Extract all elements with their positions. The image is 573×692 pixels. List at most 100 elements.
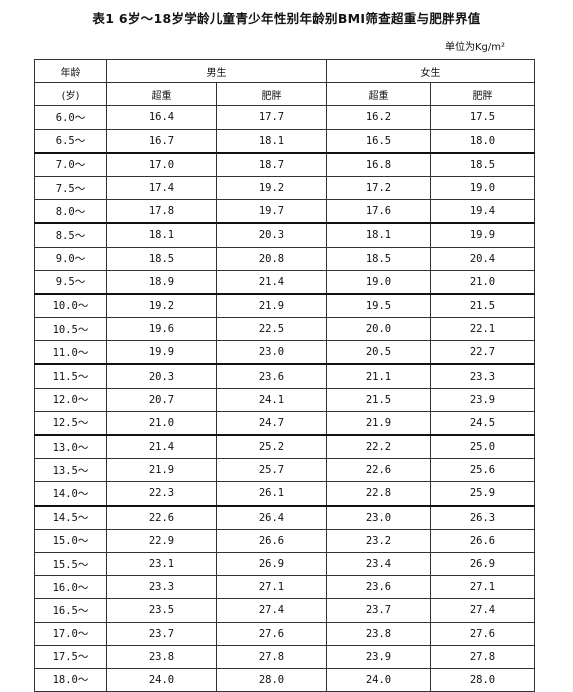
table-row: 14.5～ 22.6 26.4 23.0 26.3 — [34, 504, 535, 530]
unit-label: 单位为Kg/m² — [444, 42, 505, 53]
female-overweight-cell: 23.6 — [326, 575, 431, 600]
age-cell: 6.0～ — [34, 105, 107, 130]
table-title: 表1 6岁～18岁学龄儿童青少年性别年龄别BMI筛查超重与肥胖界值 — [92, 11, 481, 26]
age-cell: 18.0～ — [34, 667, 107, 692]
male-obese-cell: 17.7 — [216, 105, 327, 130]
female-obese-cell: 25.0 — [430, 434, 535, 460]
female-overweight-cell: 23.0 — [326, 504, 431, 530]
female-overweight-cell: 19.0 — [326, 269, 431, 295]
male-overweight-cell: 18.9 — [106, 269, 217, 295]
male-overweight-cell: 17.8 — [106, 199, 217, 224]
table-row: 16.0～ 23.3 27.1 23.6 27.1 — [34, 575, 535, 600]
male-obese-cell: 23.6 — [216, 363, 327, 389]
male-overweight-cell: 18.5 — [106, 246, 217, 271]
table-row: 11.5～ 20.3 23.6 21.1 23.3 — [34, 363, 535, 389]
male-overweight-cell: 23.1 — [106, 551, 217, 577]
female-overweight-cell: 24.0 — [326, 667, 431, 692]
age-cell: 13.0～ — [34, 434, 107, 460]
female-obese-cell: 19.0 — [430, 175, 535, 201]
male-obese-cell: 19.7 — [216, 199, 327, 224]
male-obese-cell: 25.7 — [216, 458, 327, 483]
female-obese-cell: 18.0 — [430, 128, 535, 154]
male-obese-cell: 21.4 — [216, 269, 327, 295]
male-overweight-cell: 21.9 — [106, 458, 217, 483]
female-overweight-cell: 18.5 — [326, 246, 431, 271]
female-obese-cell: 27.6 — [430, 621, 535, 646]
male-overweight-cell: 20.7 — [106, 387, 217, 412]
female-overweight-cell: 22.8 — [326, 481, 431, 507]
female-obese-cell: 25.6 — [430, 458, 535, 483]
male-obese-cell: 27.1 — [216, 575, 327, 600]
age-cell: 8.5～ — [34, 222, 107, 248]
female-overweight-cell: 23.4 — [326, 551, 431, 577]
header-row-1: 年龄 男生 女生 — [34, 58, 535, 84]
table-row: 13.0～ 21.4 25.2 22.2 25.0 — [34, 434, 535, 460]
female-obese-header: 肥胖 — [430, 82, 535, 107]
table-row: 13.5～ 21.9 25.7 22.6 25.6 — [34, 458, 535, 483]
male-overweight-cell: 16.7 — [106, 128, 217, 154]
male-overweight-cell: 22.3 — [106, 481, 217, 507]
header-row-2: (岁) 超重 肥胖 超重 肥胖 — [34, 82, 535, 107]
male-overweight-cell: 17.4 — [106, 175, 217, 201]
age-cell: 9.0～ — [34, 246, 107, 271]
female-obese-cell: 26.3 — [430, 504, 535, 530]
female-overweight-cell: 17.2 — [326, 175, 431, 201]
female-overweight-cell: 23.2 — [326, 528, 431, 553]
male-overweight-cell: 18.1 — [106, 222, 217, 248]
age-cell: 6.5～ — [34, 128, 107, 154]
female-obese-cell: 26.6 — [430, 528, 535, 553]
male-obese-cell: 25.2 — [216, 434, 327, 460]
male-obese-cell: 20.3 — [216, 222, 327, 248]
male-overweight-cell: 16.4 — [106, 105, 217, 130]
male-header: 男生 — [106, 58, 327, 84]
female-overweight-cell: 21.9 — [326, 410, 431, 436]
age-cell: 12.0～ — [34, 387, 107, 412]
table-row: 10.5～ 19.6 22.5 20.0 22.1 — [34, 317, 535, 342]
table-row: 12.5～ 21.0 24.7 21.9 24.5 — [34, 410, 535, 436]
age-cell: 9.5～ — [34, 269, 107, 295]
age-cell: 17.5～ — [34, 644, 107, 669]
table-row: 8.0～ 17.8 19.7 17.6 19.4 — [34, 199, 535, 224]
table-row: 16.5～ 23.5 27.4 23.7 27.4 — [34, 598, 535, 623]
age-cell: 10.0～ — [34, 292, 107, 319]
male-overweight-cell: 17.0 — [106, 151, 217, 177]
male-obese-cell: 26.1 — [216, 481, 327, 507]
table-row: 14.0～ 22.3 26.1 22.8 25.9 — [34, 481, 535, 507]
male-obese-cell: 26.6 — [216, 528, 327, 553]
female-overweight-cell: 19.5 — [326, 292, 431, 319]
table-row: 10.0～ 19.2 21.9 19.5 21.5 — [34, 292, 535, 319]
male-obese-cell: 27.6 — [216, 621, 327, 646]
male-overweight-cell: 22.9 — [106, 528, 217, 553]
bmi-table: 年龄 男生 女生 (岁) 超重 肥胖 超重 肥胖 6.0～ 16.4 17.7 16.… — [34, 58, 535, 692]
female-obese-cell: 19.4 — [430, 199, 535, 224]
female-overweight-cell: 18.1 — [326, 222, 431, 248]
male-overweight-cell: 19.9 — [106, 340, 217, 365]
age-unit-header: (岁) — [34, 82, 107, 107]
female-obese-cell: 19.9 — [430, 222, 535, 248]
age-cell: 10.5～ — [34, 317, 107, 342]
male-obese-cell: 18.7 — [216, 151, 327, 177]
female-obese-cell: 27.4 — [430, 598, 535, 623]
age-cell: 16.5～ — [34, 598, 107, 623]
age-cell: 15.0～ — [34, 528, 107, 553]
female-overweight-cell: 16.2 — [326, 105, 431, 130]
female-overweight-cell: 23.7 — [326, 598, 431, 623]
male-obese-cell: 26.9 — [216, 551, 327, 577]
female-obese-cell: 25.9 — [430, 481, 535, 507]
table-row: 6.5～ 16.7 18.1 16.5 18.0 — [34, 128, 535, 154]
female-overweight-cell: 21.1 — [326, 363, 431, 389]
male-overweight-cell: 23.7 — [106, 621, 217, 646]
male-overweight-cell: 21.0 — [106, 410, 217, 436]
female-overweight-cell: 17.6 — [326, 199, 431, 224]
age-cell: 11.5～ — [34, 363, 107, 389]
table-row: 15.5～ 23.1 26.9 23.4 26.9 — [34, 551, 535, 577]
male-overweight-cell: 23.3 — [106, 575, 217, 600]
age-cell: 11.0～ — [34, 340, 107, 365]
female-obese-cell: 28.0 — [430, 667, 535, 692]
table-row: 18.0～ 24.0 28.0 24.0 28.0 — [34, 667, 535, 692]
table-row: 6.0～ 16.4 17.7 16.2 17.5 — [34, 105, 535, 130]
table-row: 11.0～ 19.9 23.0 20.5 22.7 — [34, 340, 535, 365]
age-cell: 15.5～ — [34, 551, 107, 577]
male-overweight-cell: 19.2 — [106, 292, 217, 319]
male-obese-cell: 23.0 — [216, 340, 327, 365]
